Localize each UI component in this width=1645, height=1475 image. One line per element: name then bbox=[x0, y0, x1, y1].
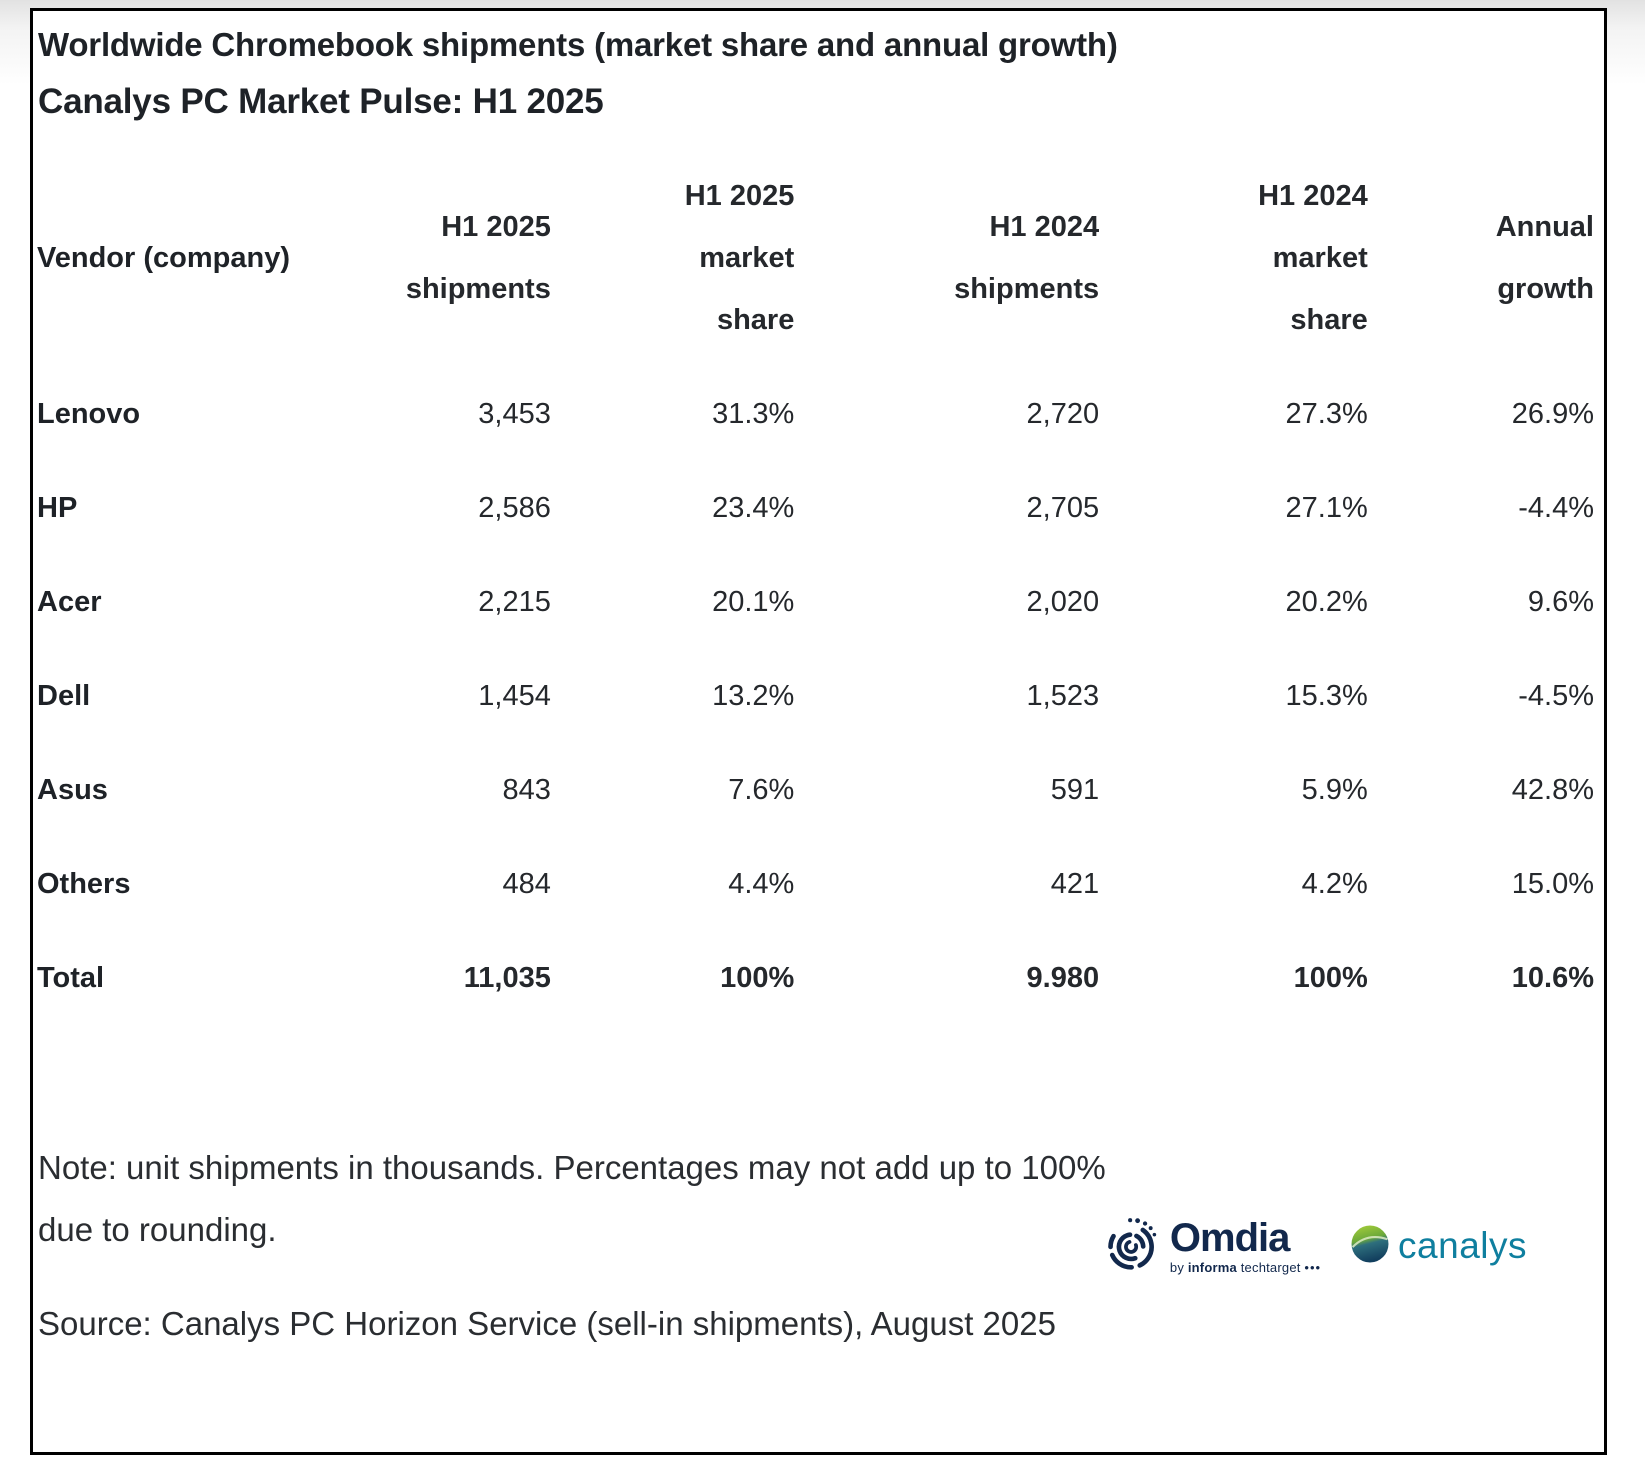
header-line: market bbox=[699, 242, 795, 274]
header-row: Vendor (company) H1 2025 shipments H1 20… bbox=[33, 149, 1604, 367]
shipments-table: Vendor (company) H1 2025 shipments H1 20… bbox=[33, 149, 1604, 1025]
cell-value: 100% bbox=[1293, 961, 1368, 994]
header-line: growth bbox=[1497, 273, 1594, 305]
header-line: shipments bbox=[954, 273, 1100, 305]
cell-value: 27.1% bbox=[1285, 491, 1368, 524]
cell-value: 591 bbox=[1050, 773, 1100, 806]
cell-value: 9.6% bbox=[1527, 585, 1594, 618]
page-title: Worldwide Chromebook shipments (market s… bbox=[38, 26, 1118, 63]
header-line: market bbox=[1272, 242, 1368, 274]
cell-value: 100% bbox=[720, 961, 795, 994]
omdia-tagline-dots: ••• bbox=[1304, 1260, 1322, 1275]
cell-value: 2,720 bbox=[1026, 397, 1100, 430]
cell-value: 26.9% bbox=[1511, 397, 1594, 430]
cell-value: 11,035 bbox=[463, 961, 551, 994]
table-row: Asus 843 7.6% 591 5.9% 42.8% bbox=[33, 743, 1604, 837]
table-row: Dell 1,454 13.2% 1,523 15.3% -4.5% bbox=[33, 649, 1604, 743]
cell-value: 421 bbox=[1050, 867, 1100, 900]
table-row: Lenovo 3,453 31.3% 2,720 27.3% 26.9% bbox=[33, 367, 1604, 461]
cell-vendor: Acer bbox=[37, 585, 102, 618]
omdia-tagline-techtarget: techtarget bbox=[1240, 1260, 1301, 1275]
title-block: Worldwide Chromebook shipments (market s… bbox=[33, 11, 1604, 123]
cell-value: 2,215 bbox=[478, 585, 551, 618]
cell-value: 15.0% bbox=[1511, 867, 1594, 900]
cell-value: 13.2% bbox=[712, 679, 795, 712]
header-h1-2025-market-share: H1 2025 market share bbox=[561, 149, 805, 367]
cell-value: 1,454 bbox=[478, 679, 551, 712]
cell-value: 23.4% bbox=[712, 491, 795, 524]
source-line: Source: Canalys PC Horizon Service (sell… bbox=[38, 1305, 1056, 1342]
cell-value: 9.980 bbox=[1026, 961, 1100, 994]
cell-vendor: Asus bbox=[37, 773, 108, 806]
table-row: Total 11,035 100% 9.980 100% 10.6% bbox=[33, 931, 1604, 1025]
header-line: share bbox=[1290, 304, 1368, 336]
cell-value: 843 bbox=[502, 773, 551, 806]
cell-value: 3,453 bbox=[478, 397, 551, 430]
header-line: share bbox=[716, 304, 795, 336]
header-line: H1 2024 bbox=[989, 211, 1100, 243]
header-line: Annual bbox=[1495, 211, 1594, 243]
cell-vendor: Dell bbox=[37, 679, 91, 712]
cell-value: -4.5% bbox=[1518, 679, 1594, 712]
cell-value: 15.3% bbox=[1285, 679, 1368, 712]
cell-value: 31.3% bbox=[712, 397, 795, 430]
cell-value: 10.6% bbox=[1511, 961, 1594, 994]
cell-vendor: Total bbox=[37, 961, 105, 994]
header-line: shipments bbox=[405, 273, 551, 305]
footnote: Note: unit shipments in thousands. Perce… bbox=[33, 1137, 1604, 1261]
cell-value: 2,586 bbox=[478, 491, 551, 524]
cell-value: 4.2% bbox=[1301, 867, 1368, 900]
cell-value: 27.3% bbox=[1285, 397, 1368, 430]
omdia-wordmark: Omdia bbox=[1169, 1216, 1290, 1260]
canalys-logo: canalys bbox=[1351, 1225, 1527, 1268]
cell-value: 20.1% bbox=[712, 585, 795, 618]
page-subtitle: Canalys PC Market Pulse: H1 2025 bbox=[38, 82, 604, 121]
footnote-line-1: Note: unit shipments in thousands. Perce… bbox=[38, 1149, 1106, 1186]
cell-value: 4.4% bbox=[728, 867, 795, 900]
cell-vendor: Others bbox=[37, 867, 131, 900]
header-h1-2024-shipments: H1 2024 shipments bbox=[804, 149, 1109, 367]
header-annual-growth: Annual growth bbox=[1378, 149, 1604, 367]
header-vendor: Vendor (company) bbox=[33, 149, 363, 367]
table-row: HP 2,586 23.4% 2,705 27.1% -4.4% bbox=[33, 461, 1604, 555]
header-h1-2024-market-share: H1 2024 market share bbox=[1109, 149, 1378, 367]
canalys-wordmark: canalys bbox=[1398, 1225, 1527, 1266]
chromebook-shipments-table-card: Worldwide Chromebook shipments (market s… bbox=[30, 8, 1607, 1455]
footnote-line-2: due to rounding. bbox=[38, 1211, 277, 1248]
canalys-globe-icon bbox=[1351, 1225, 1389, 1268]
omdia-rings-icon bbox=[1104, 1216, 1160, 1277]
header-line: H1 2025 bbox=[441, 211, 551, 243]
logos-block: Omdia by informa techtarget ••• bbox=[1104, 1211, 1527, 1281]
cell-vendor: Lenovo bbox=[37, 397, 141, 430]
cell-value: 2,020 bbox=[1026, 585, 1100, 618]
table-row: Others 484 4.4% 421 4.2% 15.0% bbox=[33, 837, 1604, 931]
cell-value: 484 bbox=[502, 867, 551, 900]
cell-value: 7.6% bbox=[728, 773, 795, 806]
cell-value: 20.2% bbox=[1285, 585, 1368, 618]
omdia-tagline: by informa techtarget ••• bbox=[1170, 1261, 1321, 1274]
cell-value: 2,705 bbox=[1026, 491, 1100, 524]
omdia-logo: Omdia by informa techtarget ••• bbox=[1104, 1216, 1321, 1277]
omdia-tagline-informa: informa bbox=[1187, 1260, 1237, 1275]
header-h1-2025-shipments: H1 2025 shipments bbox=[363, 149, 561, 367]
header-line: H1 2025 bbox=[684, 180, 795, 212]
cell-vendor: HP bbox=[37, 491, 78, 524]
header-vendor-label: Vendor (company) bbox=[37, 242, 290, 274]
header-line: H1 2024 bbox=[1258, 180, 1368, 212]
table-header: Vendor (company) H1 2025 shipments H1 20… bbox=[33, 149, 1604, 367]
cell-value: 5.9% bbox=[1301, 773, 1368, 806]
cell-value: 42.8% bbox=[1511, 773, 1594, 806]
omdia-wordmark-block: Omdia by informa techtarget ••• bbox=[1170, 1218, 1321, 1274]
cell-value: -4.4% bbox=[1518, 491, 1594, 524]
table-row: Acer 2,215 20.1% 2,020 20.2% 9.6% bbox=[33, 555, 1604, 649]
table-body: Lenovo 3,453 31.3% 2,720 27.3% 26.9% HP 2,586 23… bbox=[33, 367, 1604, 1025]
cell-value: 1,523 bbox=[1026, 679, 1100, 712]
omdia-tagline-by: by bbox=[1169, 1260, 1185, 1275]
